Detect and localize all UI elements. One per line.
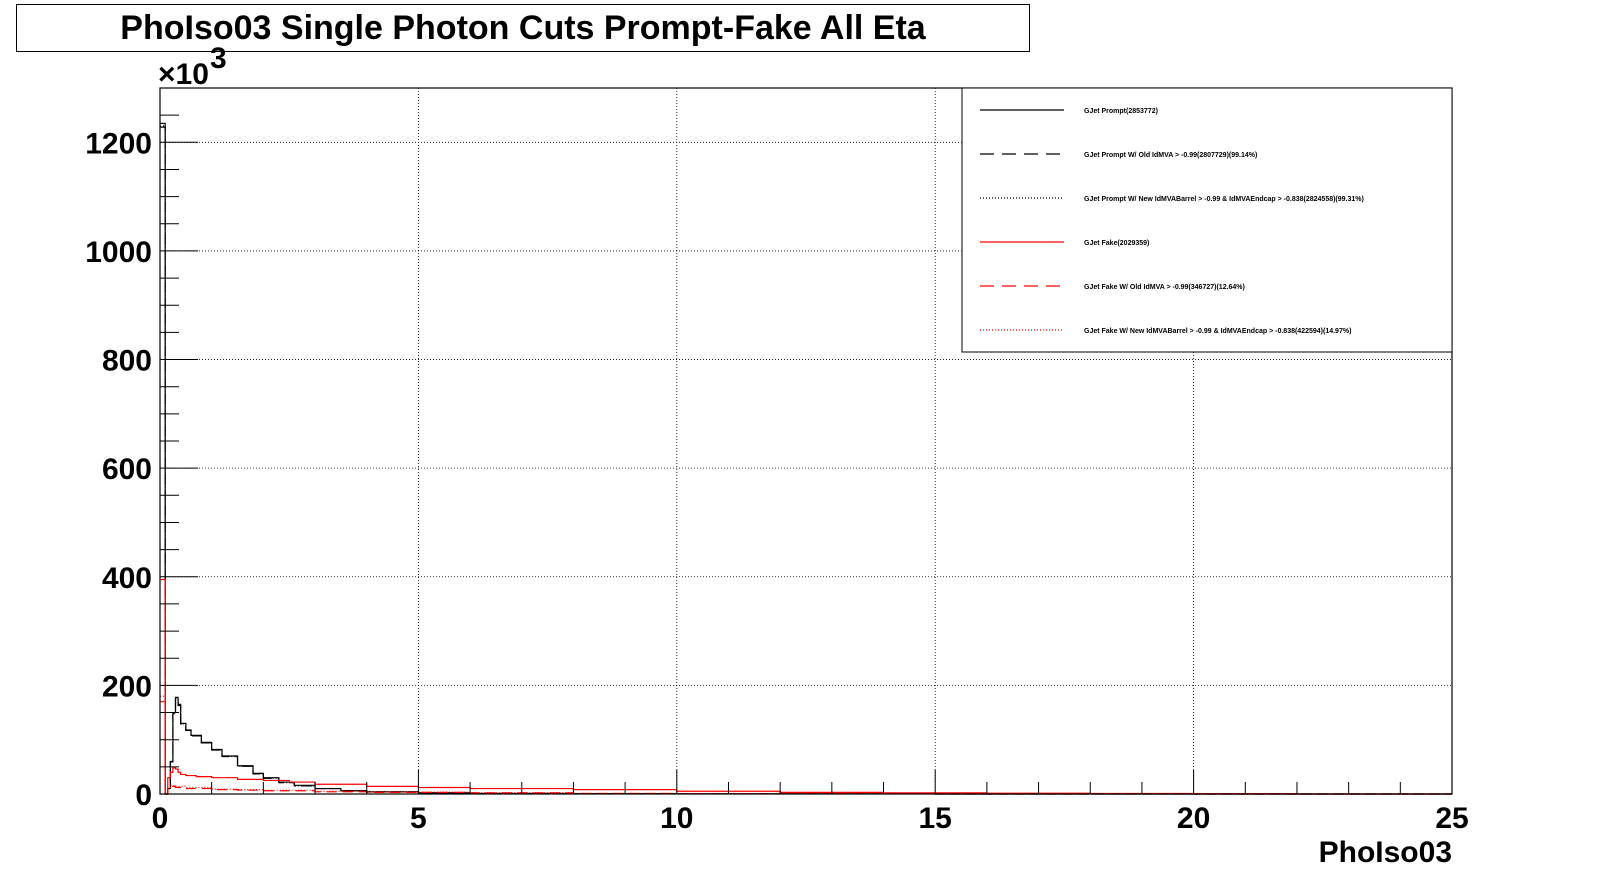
legend-entry-3: GJet Prompt W/ New IdMVABarrel > -0.99 &… xyxy=(1084,196,1364,203)
x-tick-label: 10 xyxy=(660,802,693,835)
series-line-3 xyxy=(160,125,1452,795)
y-tick-label: 600 xyxy=(102,453,152,486)
y-tick-label: 200 xyxy=(102,670,152,703)
legend-entry-6: GJet Fake W/ New IdMVABarrel > -0.99 & I… xyxy=(1084,328,1351,335)
y-exponent-power: 3 xyxy=(210,42,227,75)
legend-box xyxy=(961,87,1453,353)
series-line-6 xyxy=(160,695,1452,795)
x-tick-label: 0 xyxy=(152,802,169,835)
series-line-4 xyxy=(160,578,1452,795)
y-tick-label: 1000 xyxy=(85,236,152,269)
legend-entry-1: GJet Prompt(2853772) xyxy=(1084,108,1158,115)
y-tick-label: 400 xyxy=(102,562,152,595)
x-tick-label: 20 xyxy=(1177,802,1210,835)
legend-entry-5: GJet Fake W/ Old IdMVA > -0.99(346727)(1… xyxy=(1084,284,1245,291)
legend-entry-4: GJet Fake(2029359) xyxy=(1084,240,1149,247)
series-line-5 xyxy=(160,701,1452,795)
x-tick-label: 15 xyxy=(919,802,952,835)
x-tick-label: 25 xyxy=(1435,802,1468,835)
y-tick-label: 0 xyxy=(135,779,152,812)
grid-layer xyxy=(160,88,1452,794)
chart-title-box: PhoIso03 Single Photon Cuts Prompt-Fake … xyxy=(16,4,1030,52)
x-tick-label: 5 xyxy=(410,802,427,835)
legend: GJet Prompt(2853772) GJet Prompt W/ Old I… xyxy=(961,87,1453,353)
y-tick-label: 1200 xyxy=(85,127,152,160)
axes-layer: 0 5 10 15 20 25 0 200 400 600 800 1000 1200 ×10 3 PhoIs… xyxy=(85,42,1468,869)
x-axis-label: PhoIso03 xyxy=(1319,836,1452,869)
chart-title: PhoIso03 Single Photon Cuts Prompt-Fake … xyxy=(120,8,926,47)
y-exponent-label: ×10 xyxy=(158,58,209,91)
legend-entry-2: GJet Prompt W/ Old IdMVA > -0.99(2807729… xyxy=(1084,152,1257,159)
y-tick-label: 800 xyxy=(102,345,152,378)
